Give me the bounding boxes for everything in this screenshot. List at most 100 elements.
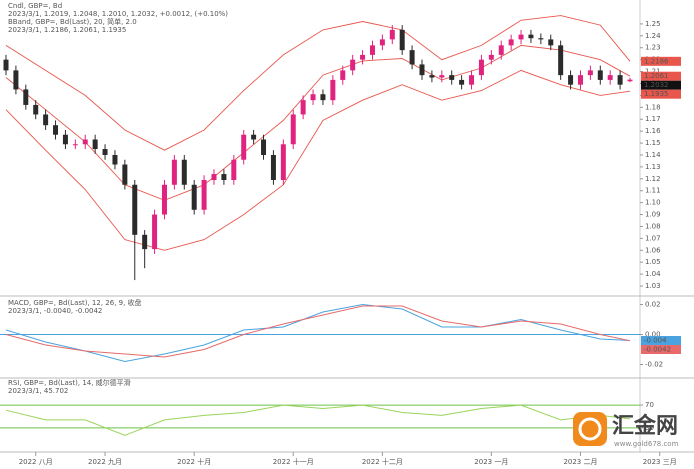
bollinger-middle <box>5 44 631 201</box>
y-tick-label: 1.15 <box>645 139 661 147</box>
candle-body <box>161 184 167 215</box>
y-tick-label: 1.18 <box>645 103 661 111</box>
candle-body <box>191 184 197 210</box>
candle-body <box>449 75 455 80</box>
candle-body <box>508 39 514 46</box>
candle-body <box>201 180 207 210</box>
x-tick-label: 2023 三月 <box>643 458 677 466</box>
candle-body <box>280 144 286 180</box>
y-tick-label: 0.02 <box>645 301 661 309</box>
y-tick-label: 1.23 <box>645 44 661 52</box>
bollinger-lower <box>5 69 631 251</box>
candle-body <box>369 45 375 55</box>
candle-body <box>112 154 118 165</box>
value-tag <box>641 56 681 66</box>
candle-body <box>577 75 583 85</box>
y-tick-label: 1.06 <box>645 246 661 254</box>
value-tag <box>641 71 681 81</box>
y-tick-label: 1.05 <box>645 258 661 266</box>
y-tick-label: 1.03 <box>645 282 661 290</box>
candle-body <box>439 75 445 78</box>
candle-body <box>419 64 425 76</box>
y-tick-label: 1.08 <box>645 222 661 230</box>
logo <box>573 412 607 446</box>
candle-body <box>3 59 9 71</box>
candle-body <box>72 144 78 146</box>
pane-title: MACD, GBP=, Bd(Last), 12, 26, 9, 收盘 <box>8 298 142 307</box>
candle-body <box>23 89 29 105</box>
watermark: 汇金网 www.gold678.com <box>573 412 679 448</box>
pane-subtitle: 2023/3/1, 1.2019, 1.2048, 1.2010, 1.2032… <box>8 10 228 18</box>
candle-body <box>597 70 603 80</box>
candle-body <box>53 125 59 135</box>
candle-body <box>33 104 39 115</box>
candle-body <box>300 100 306 115</box>
candle-body <box>92 139 98 150</box>
candle-body <box>142 234 148 250</box>
candle-body <box>231 159 237 180</box>
y-tick-label: 1.12 <box>645 175 661 183</box>
y-tick-label: 1.17 <box>645 115 661 123</box>
candle-body <box>607 75 613 80</box>
overlay-title: BBand, GBP=, Bd(Last), 20, 简单, 2.0 <box>8 17 137 26</box>
y-tick-label: 1.13 <box>645 163 661 171</box>
value-tag-label: -0.004 <box>644 337 667 345</box>
candle-body <box>459 79 465 85</box>
value-tag <box>641 345 681 354</box>
x-tick-label: 2022 十二月 <box>362 457 403 466</box>
candle-body <box>181 159 187 185</box>
x-tick-label: 2023 一月 <box>474 458 508 466</box>
x-tick-label: 2022 九月 <box>88 457 122 466</box>
candle-body <box>13 70 19 90</box>
series-line <box>5 404 631 436</box>
y-tick-label: -0.02 <box>645 361 663 369</box>
bollinger-upper <box>5 15 631 151</box>
value-tag-label: 1.2061 <box>644 72 669 80</box>
y-tick-label: 1.11 <box>645 187 661 195</box>
candle-body <box>171 159 177 185</box>
candle-body <box>320 94 326 101</box>
y-tick-label: 1.10 <box>645 199 661 207</box>
y-tick-label: 1.16 <box>645 127 661 135</box>
candle-body <box>627 79 633 82</box>
y-tick-label: 1.14 <box>645 151 661 159</box>
logo-mark <box>578 417 602 441</box>
y-tick-label: 1.09 <box>645 211 661 219</box>
value-tag-label: 1.2186 <box>644 57 669 65</box>
value-tag-label: 1.2032 <box>644 81 669 89</box>
y-tick-label: 30 <box>645 424 654 432</box>
candle-body <box>122 164 128 185</box>
candle-body <box>152 214 158 250</box>
candle-body <box>558 45 564 76</box>
candle-body <box>548 39 554 46</box>
candle-body <box>132 184 138 235</box>
candle-body <box>43 114 49 126</box>
y-tick-label: 70 <box>645 401 654 409</box>
pane-title: RSI, GBP=, Bd(Last), 14, 威尔德平滑 <box>8 378 131 387</box>
value-tag <box>641 89 681 99</box>
series-line <box>5 303 631 363</box>
candle-body <box>518 34 524 40</box>
x-tick-label: 2022 十月 <box>177 457 211 466</box>
candle-body <box>488 54 494 60</box>
candle-body <box>310 94 316 101</box>
value-tag <box>641 336 681 345</box>
candle-body <box>568 75 574 85</box>
candle-body <box>82 139 88 145</box>
candle-body <box>538 38 544 40</box>
x-tick-label: 2022 八月 <box>19 458 53 466</box>
candle-body <box>429 75 435 78</box>
candle-body <box>389 29 395 40</box>
candle-body <box>528 34 534 39</box>
brand: 汇金网 <box>612 413 678 439</box>
candle-body <box>617 75 623 85</box>
candle-body <box>330 79 336 101</box>
candle-body <box>261 139 267 155</box>
candle-body <box>270 154 276 180</box>
candle-body <box>221 174 227 180</box>
value-tag-label: 1.1935 <box>644 90 669 98</box>
pane-subtitle: 2023/3/1, -0.0040, -0.0042 <box>8 307 102 315</box>
candle-body <box>211 174 217 180</box>
brand-url: www.gold678.com <box>614 440 679 448</box>
